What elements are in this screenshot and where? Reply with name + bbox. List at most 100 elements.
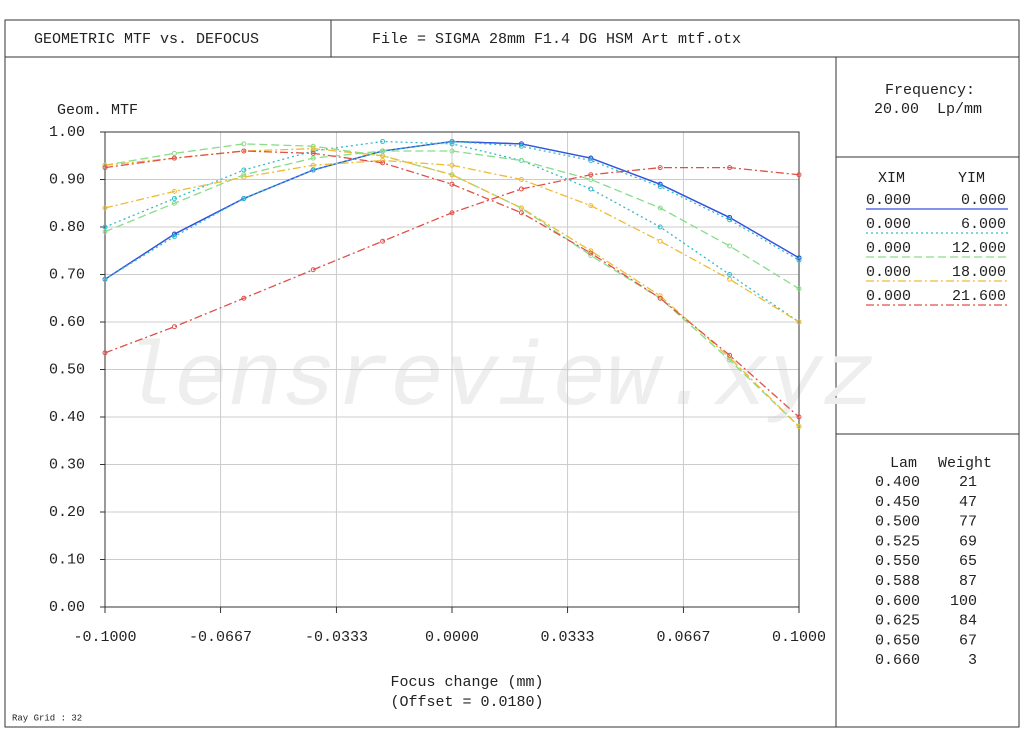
point bbox=[449, 210, 455, 216]
point bbox=[102, 205, 108, 211]
point bbox=[727, 352, 733, 358]
x-tick-label: 0.1000 bbox=[772, 629, 826, 646]
point bbox=[727, 217, 733, 223]
y-tick-label: 0.10 bbox=[49, 551, 85, 568]
point bbox=[727, 215, 733, 220]
plot-frame bbox=[104, 131, 800, 608]
point bbox=[241, 148, 247, 154]
y-tick-label: 0.60 bbox=[49, 314, 85, 331]
y-tick-label: 0.40 bbox=[49, 409, 85, 426]
point bbox=[449, 162, 455, 168]
point bbox=[588, 250, 594, 256]
point bbox=[657, 184, 663, 190]
point bbox=[380, 153, 386, 159]
field-yim: 12.000 bbox=[952, 240, 1006, 257]
wavelength: 0.500 bbox=[875, 514, 920, 531]
point bbox=[518, 210, 524, 216]
point bbox=[727, 243, 733, 249]
point bbox=[171, 150, 177, 156]
point bbox=[241, 141, 247, 147]
column-header: Weight bbox=[938, 455, 992, 472]
weight: 65 bbox=[959, 553, 977, 570]
wavelength: 0.660 bbox=[875, 652, 920, 669]
mtf-line bbox=[104, 150, 800, 418]
point bbox=[518, 186, 524, 192]
point bbox=[241, 295, 247, 301]
y-axis-label: Geom. MTF bbox=[57, 102, 138, 119]
point bbox=[241, 172, 247, 178]
point bbox=[171, 155, 177, 161]
point bbox=[727, 272, 733, 277]
mtf-line bbox=[104, 159, 800, 323]
point bbox=[796, 286, 802, 292]
point bbox=[310, 150, 316, 156]
weight: 69 bbox=[959, 533, 977, 550]
point bbox=[310, 155, 316, 161]
point bbox=[449, 181, 455, 187]
point bbox=[171, 200, 177, 206]
x-tick-label: 0.0667 bbox=[656, 629, 710, 646]
weight: 84 bbox=[959, 613, 977, 630]
point bbox=[310, 267, 316, 273]
point bbox=[102, 165, 108, 171]
frequency-label: Frequency: bbox=[885, 82, 975, 99]
mtf-line bbox=[104, 166, 800, 354]
field-yim: 21.600 bbox=[952, 288, 1006, 305]
point bbox=[310, 162, 316, 168]
weight: 3 bbox=[968, 652, 977, 669]
point bbox=[241, 167, 247, 173]
point bbox=[657, 181, 663, 187]
mtf-line bbox=[104, 143, 800, 427]
mtf-line bbox=[104, 140, 800, 323]
y-tick-label: 0.30 bbox=[49, 456, 85, 473]
point bbox=[588, 172, 594, 178]
point bbox=[588, 158, 594, 163]
x-tick-label: -0.0333 bbox=[305, 629, 368, 646]
point bbox=[588, 203, 594, 209]
weight: 87 bbox=[959, 573, 977, 590]
weight: 67 bbox=[959, 632, 977, 649]
point bbox=[518, 205, 524, 211]
point bbox=[241, 196, 247, 201]
point bbox=[380, 160, 386, 166]
field-xim: 0.000 bbox=[866, 264, 911, 281]
field-xim: 0.000 bbox=[866, 240, 911, 257]
mtf-line bbox=[104, 150, 800, 290]
point bbox=[796, 319, 802, 325]
weight: 77 bbox=[959, 514, 977, 531]
point bbox=[310, 146, 316, 152]
point bbox=[518, 158, 524, 163]
offset-label: (Offset = 0.0180) bbox=[390, 694, 543, 711]
point bbox=[102, 224, 108, 230]
point bbox=[102, 276, 108, 282]
point bbox=[449, 172, 455, 178]
y-tick-label: 0.90 bbox=[49, 171, 85, 188]
point bbox=[241, 174, 247, 180]
point bbox=[518, 177, 524, 182]
column-header: YIM bbox=[958, 170, 985, 187]
watermark: lensreview.xyz bbox=[120, 330, 876, 432]
column-header: XIM bbox=[878, 170, 905, 187]
x-tick-label: -0.0667 bbox=[189, 629, 252, 646]
point bbox=[657, 238, 663, 244]
field-xim: 0.000 bbox=[866, 192, 911, 209]
point bbox=[727, 276, 733, 282]
point bbox=[588, 177, 594, 182]
point bbox=[657, 165, 663, 171]
point bbox=[657, 295, 663, 301]
header-title: GEOMETRIC MTF vs. DEFOCUS bbox=[34, 31, 259, 48]
wavelength: 0.525 bbox=[875, 533, 920, 550]
x-tick-label: 0.0000 bbox=[425, 629, 479, 646]
point bbox=[657, 205, 663, 211]
point bbox=[171, 188, 177, 194]
weight: 47 bbox=[959, 494, 977, 511]
frame bbox=[4, 19, 1020, 728]
header-file: File = SIGMA 28mm F1.4 DG HSM Art mtf.ot… bbox=[372, 31, 741, 48]
point bbox=[380, 238, 386, 244]
point bbox=[518, 143, 524, 149]
point bbox=[310, 167, 316, 173]
wavelength: 0.588 bbox=[875, 573, 920, 590]
field-xim: 0.000 bbox=[866, 216, 911, 233]
field-yim: 18.000 bbox=[952, 264, 1006, 281]
point bbox=[449, 141, 455, 147]
